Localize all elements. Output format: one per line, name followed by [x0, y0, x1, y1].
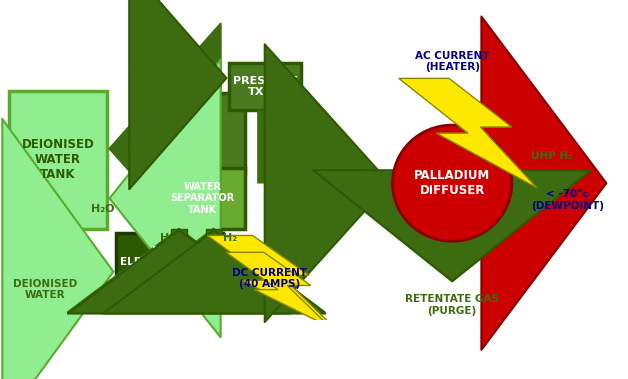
Bar	[116, 233, 223, 298]
Bar	[229, 63, 301, 110]
Text: WATER
SEPARATOR
TANK: WATER SEPARATOR TANK	[170, 182, 235, 215]
Text: RETENTATE GAS
(PURGE): RETENTATE GAS (PURGE)	[405, 294, 499, 316]
Text: WET H₂: WET H₂	[301, 204, 344, 215]
Text: PEM
ELECTROLYSER
CELL: PEM ELECTROLYSER CELL	[121, 246, 208, 279]
Text: H₂: H₂	[223, 233, 237, 243]
Text: H₂O: H₂O	[91, 204, 114, 215]
Text: DEIONISED
WATER
TANK: DEIONISED WATER TANK	[22, 138, 94, 181]
Bar	[206, 229, 222, 261]
Polygon shape	[226, 252, 330, 327]
Bar	[160, 93, 245, 174]
Text: PRESSURE
TXDR: PRESSURE TXDR	[233, 75, 298, 97]
Text: PALLADIUM
DIFFUSER: PALLADIUM DIFFUSER	[414, 169, 490, 197]
Text: UHP H₂: UHP H₂	[531, 150, 572, 161]
Text: AC CURRENT
(HEATER): AC CURRENT (HEATER)	[415, 51, 489, 72]
Text: H₂O: H₂O	[119, 139, 143, 149]
Ellipse shape	[392, 125, 512, 241]
Bar	[160, 168, 245, 229]
Polygon shape	[399, 78, 537, 188]
Text: H₂O: H₂O	[160, 233, 183, 243]
Bar	[9, 91, 107, 229]
Bar	[35, 229, 60, 298]
Text: < -70°c
(DEWPOINT): < -70°c (DEWPOINT)	[531, 189, 604, 211]
Text: DEIONISED
WATER: DEIONISED WATER	[13, 279, 77, 301]
Text: WET H₂: WET H₂	[129, 67, 171, 78]
Bar	[171, 229, 187, 261]
Polygon shape	[207, 235, 332, 325]
Text: DC CURRENT
(40 AMPS): DC CURRENT (40 AMPS)	[232, 268, 308, 290]
